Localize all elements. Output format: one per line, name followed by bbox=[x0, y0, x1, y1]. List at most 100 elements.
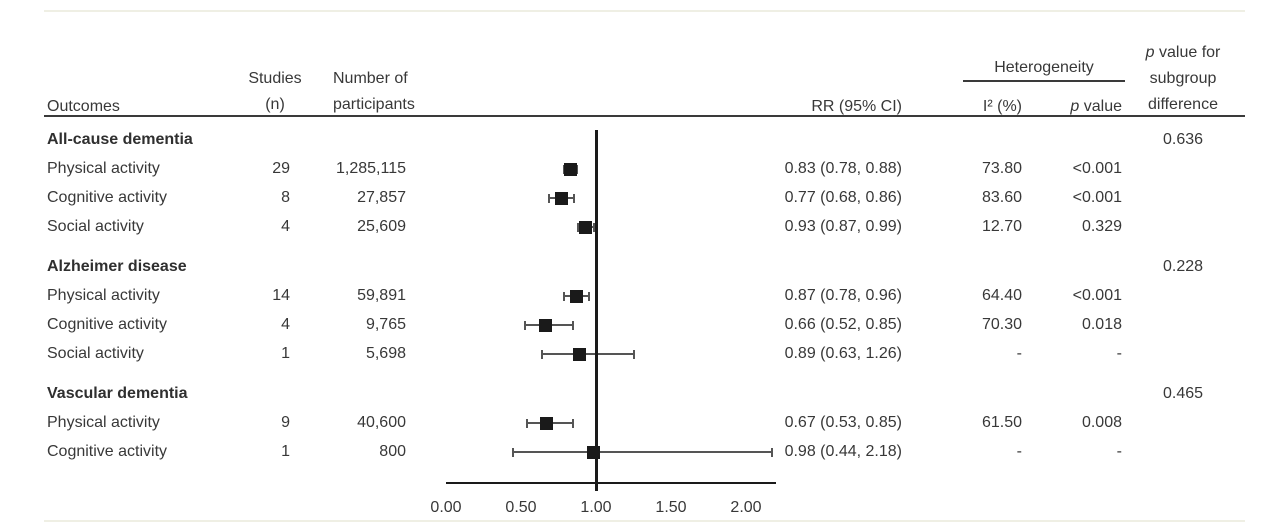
column-header-i2: I² (%) bbox=[982, 98, 1022, 115]
ci-cap-right bbox=[633, 349, 635, 359]
outcome-label: Social activity bbox=[47, 218, 144, 235]
ci-cap-left bbox=[525, 418, 528, 428]
ci-cap-right bbox=[571, 418, 574, 428]
ci-cap-left bbox=[563, 291, 565, 301]
column-header-studies-line1: Studies bbox=[248, 70, 302, 87]
x-axis-tick-label: 1.50 bbox=[655, 499, 687, 516]
i2-value: 83.60 bbox=[981, 189, 1022, 206]
column-header-p-value: p value bbox=[1042, 94, 1122, 120]
point-estimate-marker bbox=[586, 445, 600, 459]
column-header-subgroup-line3: difference bbox=[1148, 96, 1218, 113]
ci-cap-left bbox=[548, 193, 550, 203]
studies-count: 9 bbox=[281, 414, 290, 431]
rr-ci-text: 0.66 (0.52, 0.85) bbox=[784, 316, 902, 333]
rr-ci-text: 0.67 (0.53, 0.85) bbox=[784, 414, 902, 431]
rr-ci-text: 0.83 (0.78, 0.88) bbox=[784, 160, 902, 177]
outcome-label: Cognitive activity bbox=[47, 316, 168, 333]
studies-count: 4 bbox=[281, 218, 290, 235]
studies-count: 1 bbox=[281, 345, 290, 362]
ci-cap-right bbox=[571, 320, 574, 330]
participants-count: 5,698 bbox=[365, 345, 406, 362]
i2-value: - bbox=[1016, 443, 1022, 460]
participants-count: 40,600 bbox=[357, 414, 406, 431]
subgroup-p-value: 0.465 bbox=[1162, 385, 1204, 402]
ci-whisker bbox=[540, 353, 635, 355]
outcome-label: Social activity bbox=[47, 345, 144, 362]
point-estimate-marker bbox=[564, 162, 577, 176]
subgroup-line1-rest: value for bbox=[1154, 44, 1221, 61]
column-header-outcomes: Outcomes bbox=[47, 98, 120, 115]
x-axis-tick-label: 2.00 bbox=[730, 499, 762, 516]
studies-count: 1 bbox=[281, 443, 290, 460]
point-estimate-marker bbox=[570, 289, 583, 303]
outcome-label: Physical activity bbox=[47, 160, 160, 177]
column-header-participants-line2: participants bbox=[333, 96, 415, 113]
studies-count: 14 bbox=[272, 287, 290, 304]
reference-line bbox=[594, 130, 598, 491]
point-estimate-marker bbox=[540, 416, 553, 430]
p-value: <0.001 bbox=[1072, 189, 1122, 206]
column-header-rr-ci: RR (95% CI) bbox=[811, 98, 902, 115]
group-header-label: Alzheimer disease bbox=[47, 258, 187, 275]
ci-whisker bbox=[512, 451, 773, 453]
column-header-participants: Number of participants bbox=[333, 66, 415, 118]
x-axis-tick-label: 1.00 bbox=[580, 499, 612, 516]
participants-count: 9,765 bbox=[365, 316, 406, 333]
heterogeneity-underline bbox=[963, 80, 1125, 82]
participants-count: 800 bbox=[379, 443, 406, 460]
studies-count: 8 bbox=[281, 189, 290, 206]
top-border-line bbox=[44, 10, 1245, 12]
i2-value: 61.50 bbox=[981, 414, 1022, 431]
point-estimate-marker bbox=[573, 347, 586, 361]
participants-count: 59,891 bbox=[357, 287, 406, 304]
outcome-label: Cognitive activity bbox=[47, 189, 168, 206]
header-rule bbox=[44, 115, 1245, 117]
outcome-label: Physical activity bbox=[47, 414, 160, 431]
point-estimate-marker bbox=[579, 220, 592, 234]
column-header-studies: Studies (n) bbox=[235, 66, 315, 118]
x-axis-tick-label: 0.00 bbox=[430, 499, 462, 516]
column-header-subgroup-p: p value for subgroup difference bbox=[1122, 40, 1244, 118]
p-italic: p bbox=[1070, 98, 1080, 115]
i2-value: 64.40 bbox=[981, 287, 1022, 304]
ci-cap-right bbox=[771, 447, 773, 457]
outcome-label: Cognitive activity bbox=[47, 443, 168, 460]
i2-value: - bbox=[1016, 345, 1022, 362]
ci-cap-left bbox=[540, 349, 543, 359]
p-value: 0.008 bbox=[1081, 414, 1122, 431]
p-value: - bbox=[1116, 345, 1122, 362]
participants-count: 1,285,115 bbox=[336, 160, 406, 177]
rr-ci-text: 0.93 (0.87, 0.99) bbox=[784, 218, 902, 235]
i2-value: 12.70 bbox=[981, 218, 1022, 235]
p-value: <0.001 bbox=[1072, 160, 1122, 177]
p-value: 0.329 bbox=[1081, 218, 1122, 235]
column-header-subgroup-line2: subgroup bbox=[1149, 70, 1217, 87]
point-estimate-marker bbox=[555, 191, 568, 205]
rr-ci-text: 0.89 (0.63, 1.26) bbox=[784, 345, 902, 362]
subgroup-p-value: 0.228 bbox=[1162, 258, 1204, 275]
rr-ci-text: 0.77 (0.68, 0.86) bbox=[784, 189, 902, 206]
group-header-label: All-cause dementia bbox=[47, 131, 193, 148]
studies-count: 4 bbox=[281, 316, 290, 333]
rr-ci-text: 0.87 (0.78, 0.96) bbox=[784, 287, 902, 304]
p-value: <0.001 bbox=[1072, 287, 1122, 304]
outcome-label: Physical activity bbox=[47, 287, 160, 304]
bottom-border-line bbox=[44, 520, 1245, 522]
participants-count: 25,609 bbox=[357, 218, 406, 235]
column-header-heterogeneity: Heterogeneity bbox=[994, 59, 1094, 76]
x-axis-tick-label: 0.50 bbox=[505, 499, 537, 516]
p-rest: value bbox=[1079, 98, 1122, 115]
rr-ci-text: 0.98 (0.44, 2.18) bbox=[784, 443, 902, 460]
ci-cap-left bbox=[576, 222, 579, 232]
studies-count: 29 bbox=[272, 160, 290, 177]
ci-cap-right bbox=[592, 222, 595, 232]
group-header-label: Vascular dementia bbox=[47, 385, 188, 402]
ci-cap-left bbox=[512, 447, 514, 457]
p-value: - bbox=[1116, 443, 1122, 460]
ci-cap-right bbox=[576, 164, 578, 174]
point-estimate-marker bbox=[538, 318, 552, 332]
participants-count: 27,857 bbox=[357, 189, 406, 206]
p-italic: p bbox=[1145, 44, 1155, 61]
ci-cap-right bbox=[573, 193, 575, 203]
